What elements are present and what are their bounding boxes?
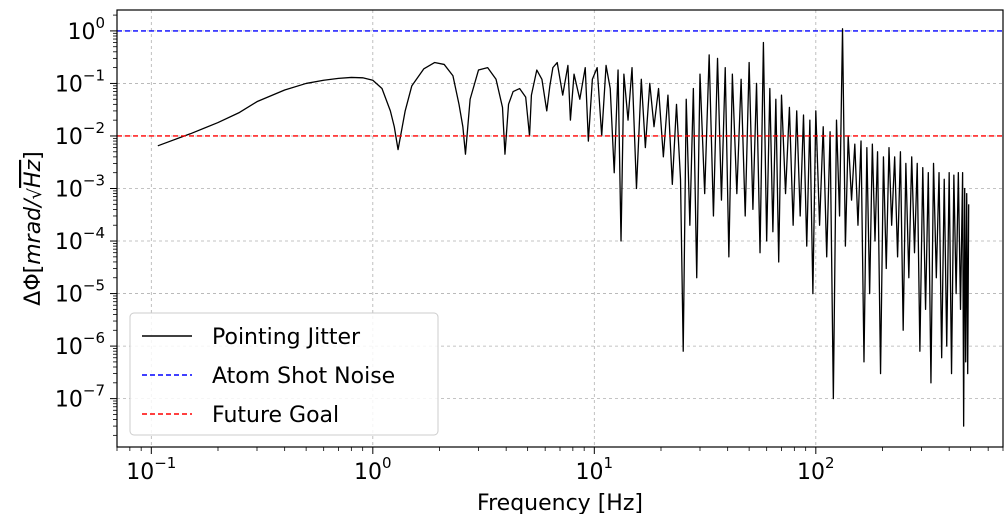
x-tick-label: 101	[576, 454, 614, 485]
svg-text:ΔΦ[mrad/√Hz]: ΔΦ[mrad/√Hz]	[21, 151, 46, 305]
sqrt-symbol: √	[25, 187, 46, 199]
y-tick-label: 10−7	[55, 382, 105, 413]
x-tick-label: 10−1	[126, 454, 176, 485]
x-tick-label: 102	[797, 454, 835, 485]
y-tick-label-exponent: −7	[83, 382, 105, 400]
x-tick-label-base: 10	[797, 460, 825, 485]
legend-box	[129, 312, 439, 436]
pointing-jitter-line	[157, 28, 970, 427]
y-tick-label-base: 10	[55, 230, 83, 255]
y-tick-label: 10−4	[55, 224, 105, 255]
x-axis-label: Frequency [Hz]	[477, 491, 643, 514]
y-tick-label-exponent: 0	[95, 14, 105, 32]
y-tick-label-base: 10	[67, 20, 95, 45]
y-tick-label: 10−3	[55, 172, 105, 203]
y-tick-label: 10−6	[55, 329, 105, 360]
y-tick-label-exponent: −2	[83, 119, 105, 137]
y-tick-label-exponent: −6	[83, 329, 105, 347]
legend-entry-label: Pointing Jitter	[212, 325, 361, 350]
x-tick-label-base: 10	[354, 460, 382, 485]
y-tick-label-base: 10	[55, 178, 83, 203]
y-tick-label-exponent: −5	[83, 277, 105, 295]
x-tick-label-exponent: 1	[604, 454, 614, 472]
x-tick-label: 100	[354, 454, 392, 485]
x-tick-label-exponent: −1	[154, 454, 176, 472]
y-tick-label-exponent: −1	[83, 66, 105, 84]
y-tick-label-base: 10	[55, 283, 83, 308]
y-tick-label-exponent: −4	[83, 224, 105, 242]
x-tick-label-exponent: 0	[382, 454, 392, 472]
y-axis-label-math: mrad/	[21, 197, 46, 265]
legend: Pointing Jitter Atom Shot Noise Future Goa…	[129, 312, 439, 436]
x-tick-label-exponent: 2	[825, 454, 835, 472]
y-tick-label-base: 10	[55, 335, 83, 360]
x-axis: 10−1 100 101 102	[116, 447, 1004, 485]
y-axis-label-sqrt-content: Hz	[21, 159, 46, 188]
y-tick-label-base: 10	[55, 125, 83, 150]
y-axis-label-suffix: ]	[21, 151, 46, 160]
y-tick-label: 10−1	[55, 66, 105, 97]
y-tick-label-base: 10	[55, 388, 83, 413]
y-tick-label: 10−5	[55, 277, 105, 308]
y-axis-label: ΔΦ[mrad/√Hz]	[21, 151, 46, 305]
x-tick-label-base: 10	[576, 460, 604, 485]
legend-entry-label: Future Goal	[212, 403, 339, 428]
plot-area	[117, 28, 1003, 427]
y-tick-label-base: 10	[55, 72, 83, 97]
y-tick-label: 100	[67, 14, 105, 45]
y-tick-label: 10−2	[55, 119, 105, 150]
x-tick-label-base: 10	[126, 460, 154, 485]
y-tick-label-exponent: −3	[83, 172, 105, 190]
y-axis-label-prefix: ΔΦ[	[21, 265, 46, 306]
legend-entry-label: Atom Shot Noise	[212, 364, 395, 389]
